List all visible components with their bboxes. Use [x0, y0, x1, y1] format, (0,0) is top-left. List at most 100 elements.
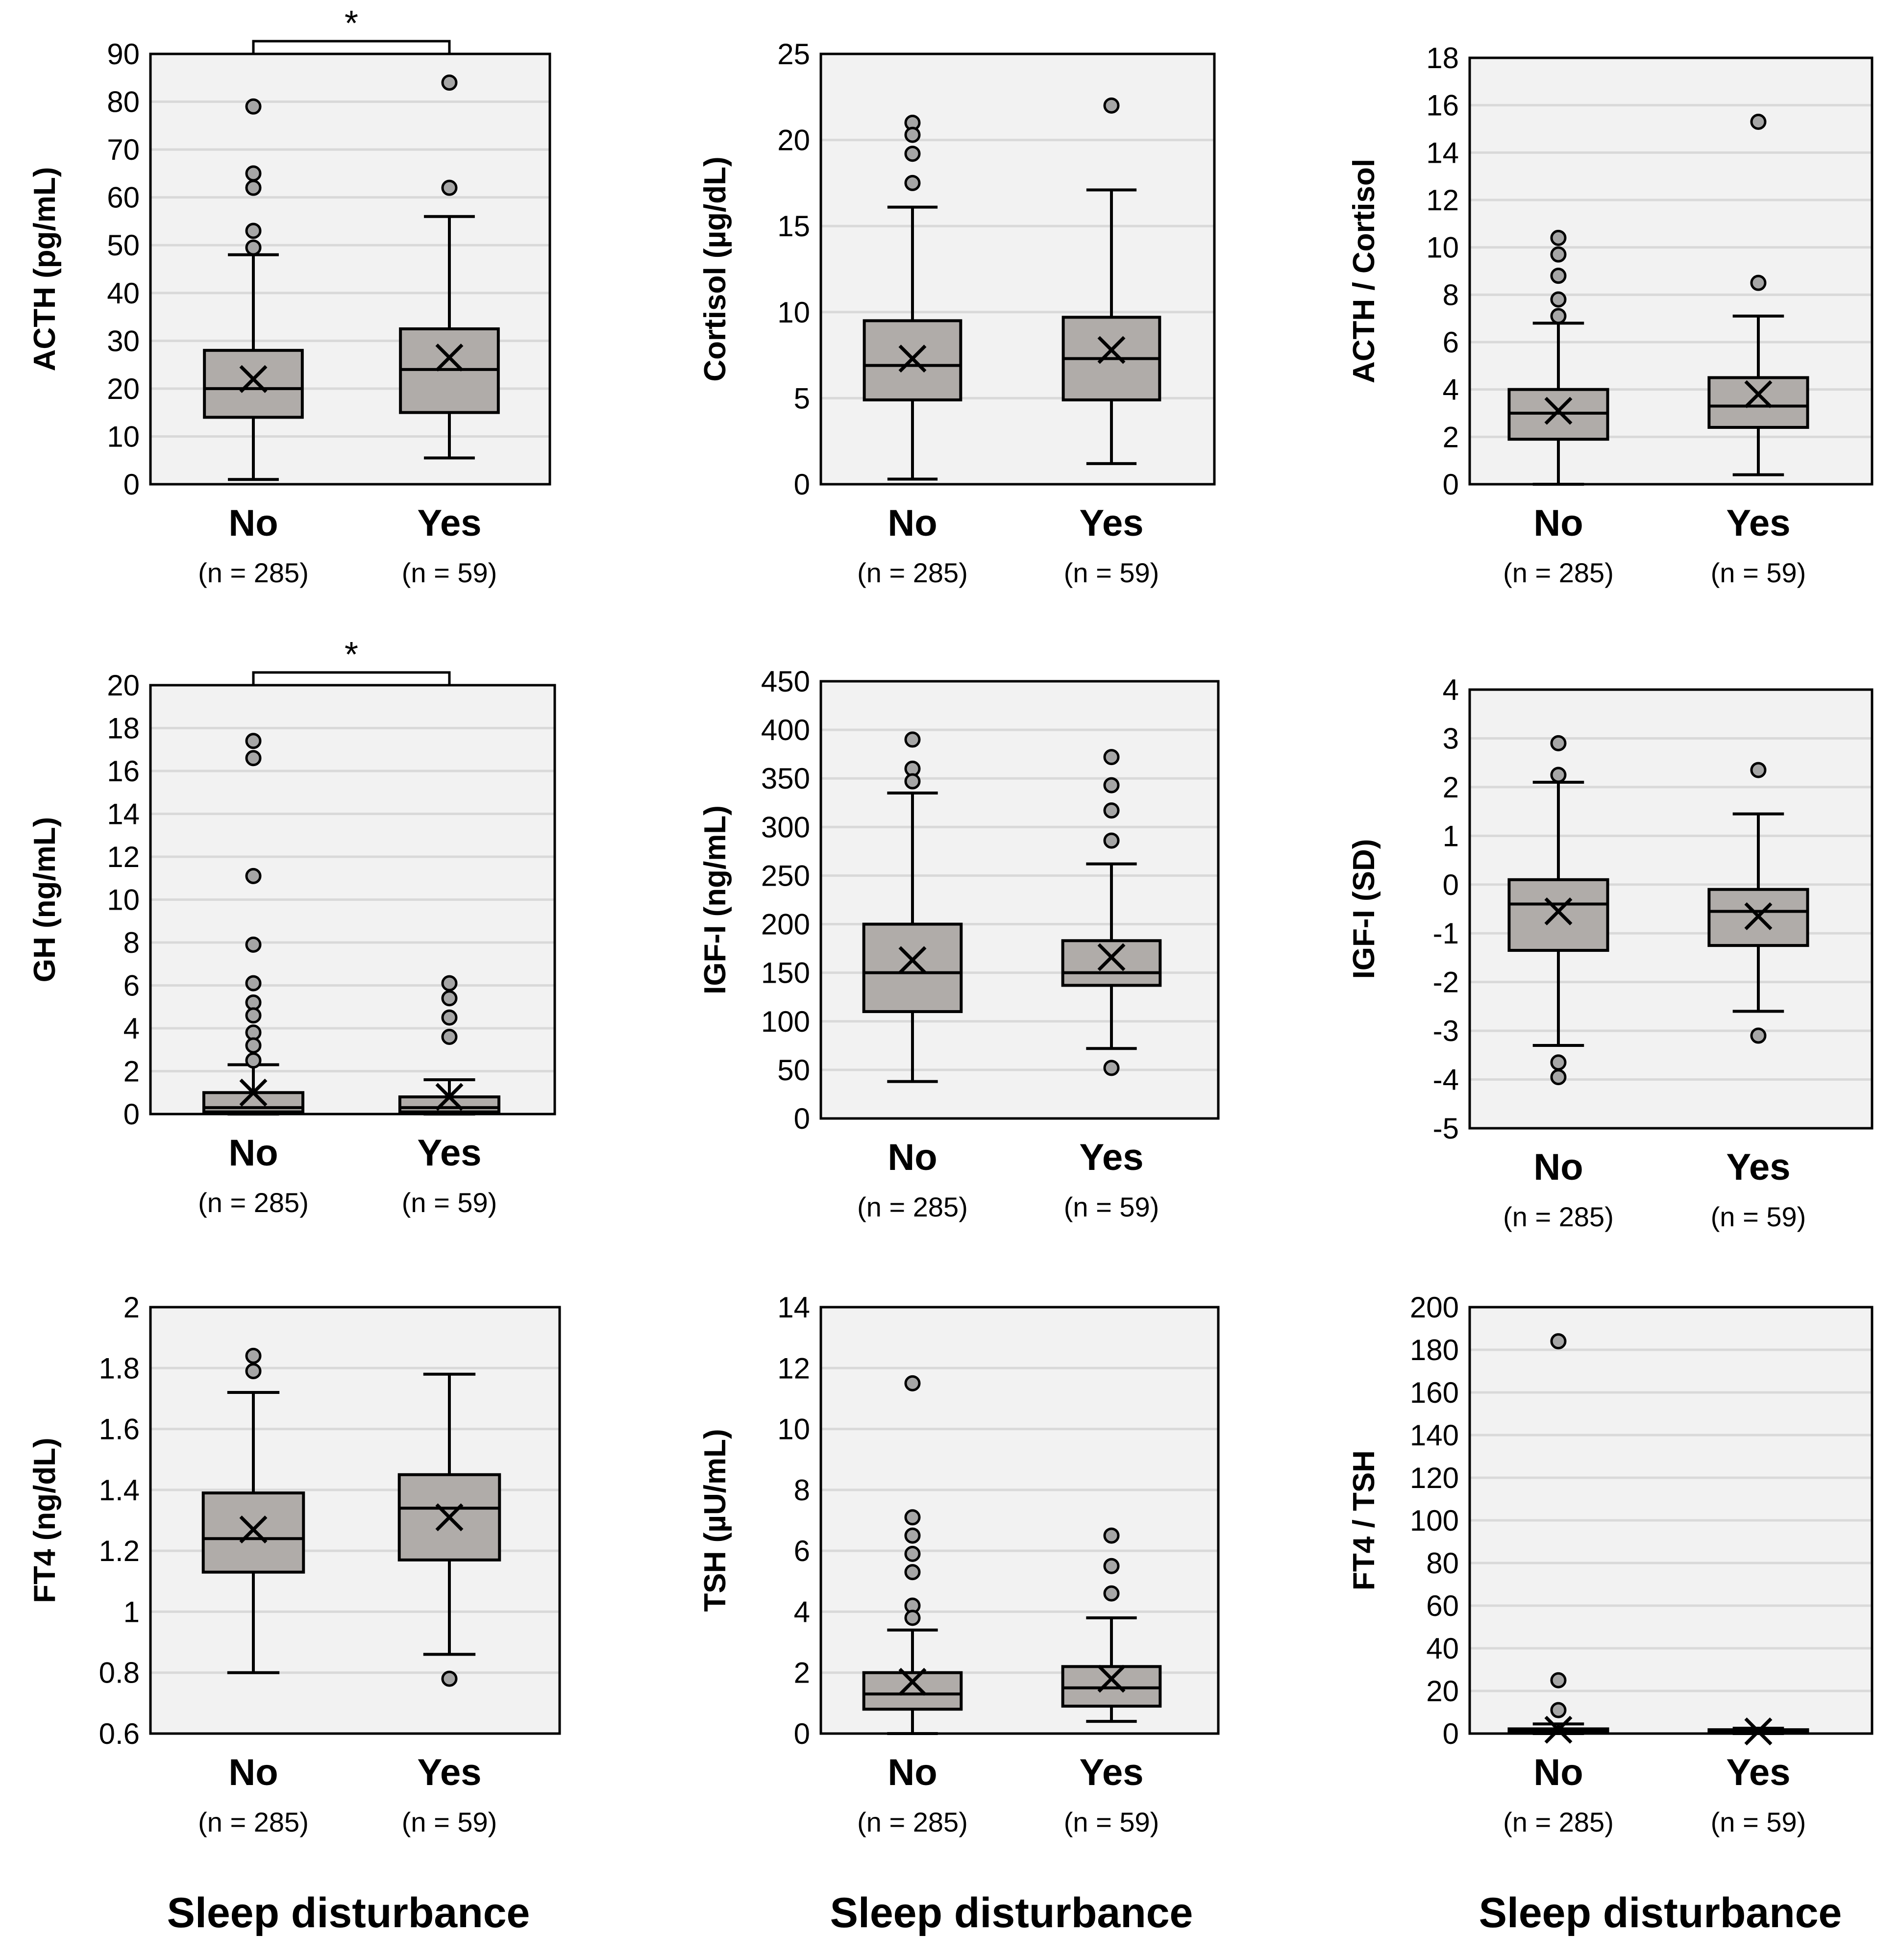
outlier-point: [1103, 1527, 1120, 1544]
y-tick-label: -5: [1433, 1112, 1459, 1145]
y-tick-label: 80: [107, 86, 140, 119]
y-tick-label: 16: [1426, 89, 1459, 122]
y-tick-label: 14: [777, 1291, 810, 1324]
outlier-point: [245, 868, 262, 884]
y-tick-label: 250: [761, 859, 810, 892]
y-tick-label: 0: [794, 1717, 810, 1750]
y-tick-label: 20: [1426, 1675, 1459, 1708]
iqr-box: [398, 1095, 501, 1114]
y-tick-label: 1.8: [99, 1352, 140, 1385]
outlier-point: [1103, 1060, 1120, 1076]
y-tick-label: 0.8: [99, 1657, 140, 1689]
mean-marker: [1744, 902, 1773, 930]
outlier-point: [1750, 114, 1767, 130]
y-tick-label: 70: [107, 133, 140, 166]
outlier-point: [1103, 832, 1120, 849]
y-tick-label: 50: [107, 229, 140, 262]
outlier-point: [904, 146, 921, 162]
outlier-point: [1550, 229, 1567, 246]
y-tick-label: 15: [777, 210, 810, 243]
iqr-box: [1507, 878, 1609, 952]
iqr-box: [1707, 376, 1809, 429]
chart-panel-4: 0 2 4 6 8 10 12 14 16 18 20 GH (ng/mL) No (n = 285) Ye…: [28, 635, 556, 1218]
significance-bracket: [252, 671, 451, 684]
outlier-point: [441, 1029, 458, 1045]
mean-marker: [435, 1083, 464, 1111]
box-group-yes: [397, 1372, 501, 1687]
outlier-point: [1103, 1585, 1120, 1602]
plot-area: [821, 54, 1214, 484]
mean-marker: [239, 1515, 268, 1544]
y-tick-label: 4: [123, 1012, 140, 1045]
plot-area: [821, 681, 1218, 1118]
y-tick-label: 100: [1410, 1504, 1459, 1537]
x-category-label: Yes: [417, 1132, 481, 1174]
y-tick-label: 18: [1426, 42, 1459, 74]
y-tick-label: 14: [1426, 136, 1459, 169]
mean-marker: [239, 1078, 268, 1107]
y-tick-label: 100: [761, 1005, 810, 1038]
y-tick-label: 10: [107, 884, 140, 917]
outlier-point: [1550, 1054, 1567, 1071]
outlier-point: [245, 936, 262, 953]
box-group-yes: [1061, 97, 1161, 465]
y-tick-label: 1.4: [99, 1474, 140, 1507]
y-tick-label: 300: [761, 811, 810, 844]
outlier-point: [1550, 308, 1567, 324]
n-label: (n = 285): [857, 1807, 968, 1837]
outlier-point: [245, 98, 262, 115]
outlier-point: [441, 74, 458, 91]
y-axis-label: ACTH / Cortisol: [1347, 159, 1381, 383]
outlier-point: [245, 733, 262, 749]
y-tick-label: 0: [123, 468, 140, 501]
outlier-point: [1550, 1333, 1567, 1350]
outlier-point: [1750, 762, 1767, 778]
box-group-no: [202, 733, 305, 1116]
y-tick-label: 160: [1410, 1376, 1459, 1409]
x-category-label: Yes: [417, 502, 481, 544]
outlier-point: [441, 990, 458, 1007]
n-label: (n = 59): [402, 557, 497, 588]
box-group-no: [863, 114, 962, 481]
y-tick-label: 1: [123, 1595, 140, 1628]
box-group-yes: [398, 975, 501, 1116]
y-tick-label: 6: [123, 969, 140, 1002]
outlier-point: [245, 165, 262, 182]
y-axis-label: FT4 (ng/dL): [28, 1438, 62, 1603]
y-tick-label: 6: [794, 1535, 810, 1567]
y-tick-label: 150: [761, 957, 810, 990]
y-tick-label: 60: [107, 181, 140, 214]
x-category-label: No: [1533, 1752, 1583, 1793]
mean-marker: [1744, 380, 1773, 408]
iqr-box: [203, 348, 304, 419]
n-label: (n = 59): [1711, 557, 1806, 588]
y-tick-label: 400: [761, 714, 810, 746]
y-tick-label: 40: [107, 277, 140, 310]
y-tick-label: 80: [1426, 1547, 1459, 1580]
y-axis-label: ACTH (pg/mL): [28, 167, 62, 372]
y-tick-label: -3: [1433, 1015, 1459, 1047]
y-tick-label: 0: [794, 468, 810, 501]
outlier-point: [904, 773, 921, 790]
box-group-no: [862, 1375, 963, 1735]
y-tick-label: 4: [1443, 373, 1459, 406]
chart-panel-7: 0.6 0.8 1 1.2 1.4 1.6 1.8 2 FT4 (ng/dL) No (n = 28…: [28, 1291, 561, 1837]
mean-marker: [898, 345, 927, 373]
outlier-point: [245, 750, 262, 767]
y-tick-label: 2: [123, 1055, 140, 1088]
outlier-point: [904, 1375, 921, 1391]
y-tick-label: 450: [761, 665, 810, 698]
y-axis-label: IGF-I (ng/mL): [698, 805, 732, 994]
mean-marker: [898, 1667, 927, 1696]
plot-frame: [149, 684, 556, 1116]
n-label: (n = 285): [1503, 1807, 1614, 1837]
y-axis-label: TSH (µU/mL): [698, 1429, 732, 1612]
x-category-label: Yes: [417, 1752, 481, 1793]
x-category-label: Yes: [1079, 1137, 1143, 1178]
outlier-point: [1550, 735, 1567, 751]
x-category-label: No: [1533, 1146, 1583, 1188]
outlier-point: [245, 179, 262, 196]
x-category-label: Yes: [1726, 1752, 1790, 1793]
x-category-label: Yes: [1079, 1752, 1143, 1793]
n-label: (n = 59): [1064, 557, 1159, 588]
